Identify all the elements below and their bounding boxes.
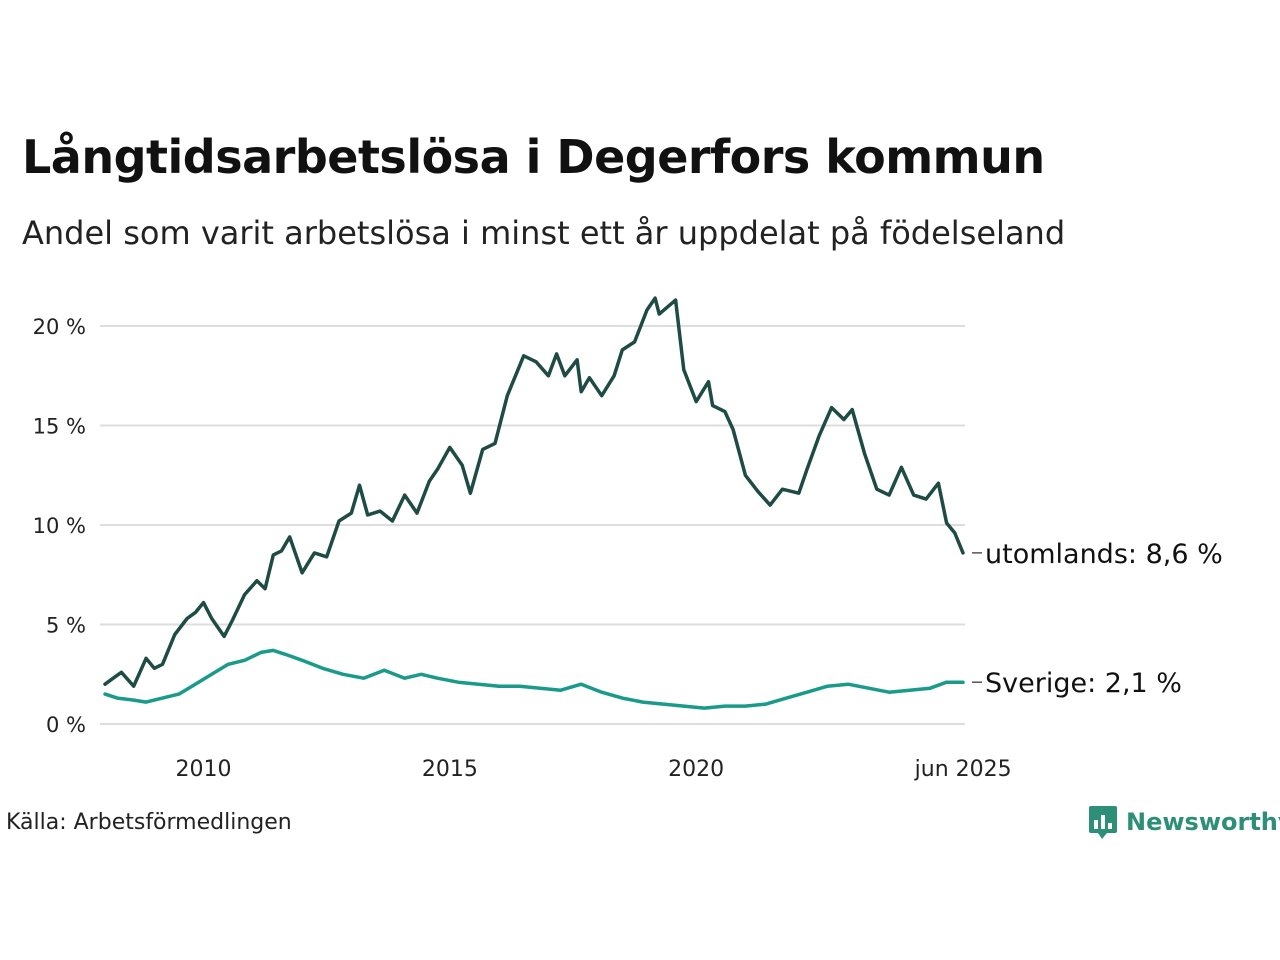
series-line-utomlands bbox=[103, 296, 965, 688]
brand-name: Newsworthy bbox=[1126, 808, 1280, 836]
x-axis-ticks: 2010 2015 2020 jun 2025 bbox=[176, 757, 1012, 782]
series-lines bbox=[103, 296, 965, 710]
x-tick-label: 2010 bbox=[176, 757, 232, 782]
series-line-sverige bbox=[103, 648, 965, 710]
y-tick-label: 5 % bbox=[46, 614, 86, 638]
gridlines bbox=[100, 325, 965, 725]
series-end-labels: utomlands: 8,6 % Sverige: 2,1 % bbox=[972, 539, 1223, 699]
y-tick-label: 0 % bbox=[46, 713, 86, 737]
y-axis-ticks: 0 % 5 % 10 % 15 % 20 % bbox=[33, 315, 86, 737]
y-tick-label: 15 % bbox=[33, 415, 86, 439]
x-tick-label: 2015 bbox=[422, 757, 478, 782]
newsworthy-logo-icon bbox=[1089, 806, 1117, 839]
brand-logo: Newsworthy bbox=[1088, 804, 1280, 840]
source-note: Källa: Arbetsförmedlingen bbox=[6, 810, 292, 835]
x-tick-label: jun 2025 bbox=[914, 757, 1012, 782]
y-tick-label: 10 % bbox=[33, 514, 86, 538]
end-label-sverige: Sverige: 2,1 % bbox=[985, 668, 1182, 699]
x-tick-label: 2020 bbox=[668, 757, 724, 782]
end-label-utomlands: utomlands: 8,6 % bbox=[985, 539, 1223, 570]
chart-subtitle: Andel som varit arbetslösa i minst ett å… bbox=[22, 214, 1066, 252]
chart-title: Långtidsarbetslösa i Degerfors kommun bbox=[22, 130, 1045, 184]
y-tick-label: 20 % bbox=[33, 315, 86, 339]
